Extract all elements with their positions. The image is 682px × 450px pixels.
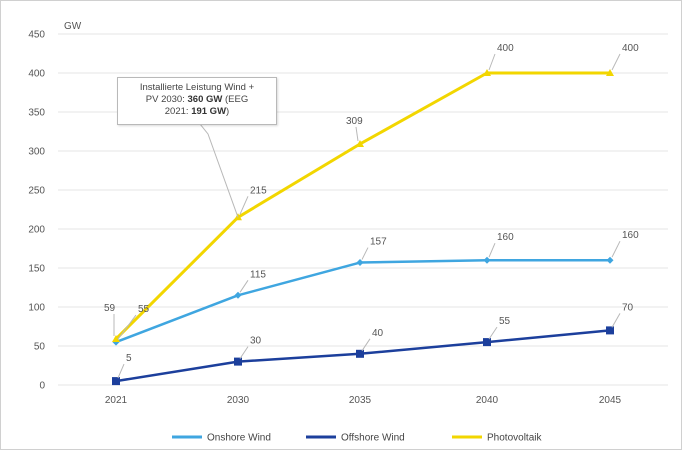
x-tick-label: 2045 [599,395,622,406]
annotation-line-2: PV 2030: 360 GW (EEG [118,94,276,106]
data-label-leader [361,247,369,260]
data-label: 70 [622,302,634,313]
x-tick-label: 2030 [227,395,250,406]
data-label: 400 [497,43,514,54]
data-label-leader [611,53,621,71]
data-point [356,259,364,267]
annotation-text: PV 2030: [145,94,188,105]
data-label-leader [117,363,125,379]
legend-label: Onshore Wind [207,433,271,444]
y-tick-label: 50 [34,342,46,353]
data-label: 40 [372,328,384,339]
data-label-leader [488,243,496,258]
annotation-value: 360 GW [187,94,223,105]
data-label: 157 [370,237,387,248]
data-label-leader [239,280,249,293]
annotation-value: 191 GW [191,106,227,117]
data-label: 400 [622,43,639,54]
data-point [112,377,120,386]
x-tick-label: 2040 [476,395,499,406]
data-label: 160 [497,232,514,243]
annotation-line-3: 2021: 191 GW) [118,106,276,118]
data-point [483,338,491,347]
data-label-leader [239,196,249,215]
annotation-pointer [199,123,239,218]
data-label: 5 [126,353,132,364]
annotation-text: 2021: [164,106,192,117]
series-line-onshore-wind [115,258,610,344]
data-label: 59 [104,303,116,314]
data-label: 115 [250,269,266,280]
y-tick-label: 350 [28,108,45,119]
x-tick-label: 2035 [349,395,372,406]
y-tick-label: 150 [28,264,45,275]
annotation-box: Installierte Leistung Wind + PV 2030: 36… [117,77,277,125]
y-unit-label: GW [64,21,82,32]
y-tick-label: 400 [28,69,45,80]
y-tick-label: 250 [28,186,45,197]
data-point [483,256,491,264]
data-label: 30 [250,336,262,347]
data-point [234,291,242,299]
data-point [356,139,364,147]
y-tick-label: 300 [28,147,45,158]
data-point [112,334,120,342]
y-tick-label: 100 [28,303,45,314]
y-tick-label: 0 [39,381,45,392]
data-label-leader [361,338,371,352]
data-point [356,349,364,358]
data-label: 309 [346,116,363,127]
data-point [606,69,614,76]
legend-label: Photovoltaik [487,433,542,444]
annotation-text: (EEG [222,94,249,105]
data-label-leader [611,240,621,258]
data-label: 160 [622,230,639,241]
data-label-leader [239,346,249,359]
data-point [234,357,242,366]
annotation-line-1: Installierte Leistung Wind + [139,82,255,93]
legend-label: Offshore Wind [341,433,405,444]
data-point [606,326,614,335]
data-label-leader [355,126,359,142]
data-label-leader [117,314,137,340]
data-label: 55 [138,304,150,315]
data-label-leader [611,313,621,328]
data-point [483,69,491,76]
data-label: 55 [499,316,511,327]
data-label-leader [488,326,498,340]
data-point [606,256,614,264]
data-label-leader [488,53,496,71]
y-tick-label: 200 [28,225,45,236]
data-label: 215 [250,185,267,196]
x-tick-label: 2021 [105,395,128,406]
annotation-text: ) [226,106,230,117]
y-tick-label: 450 [28,30,45,41]
